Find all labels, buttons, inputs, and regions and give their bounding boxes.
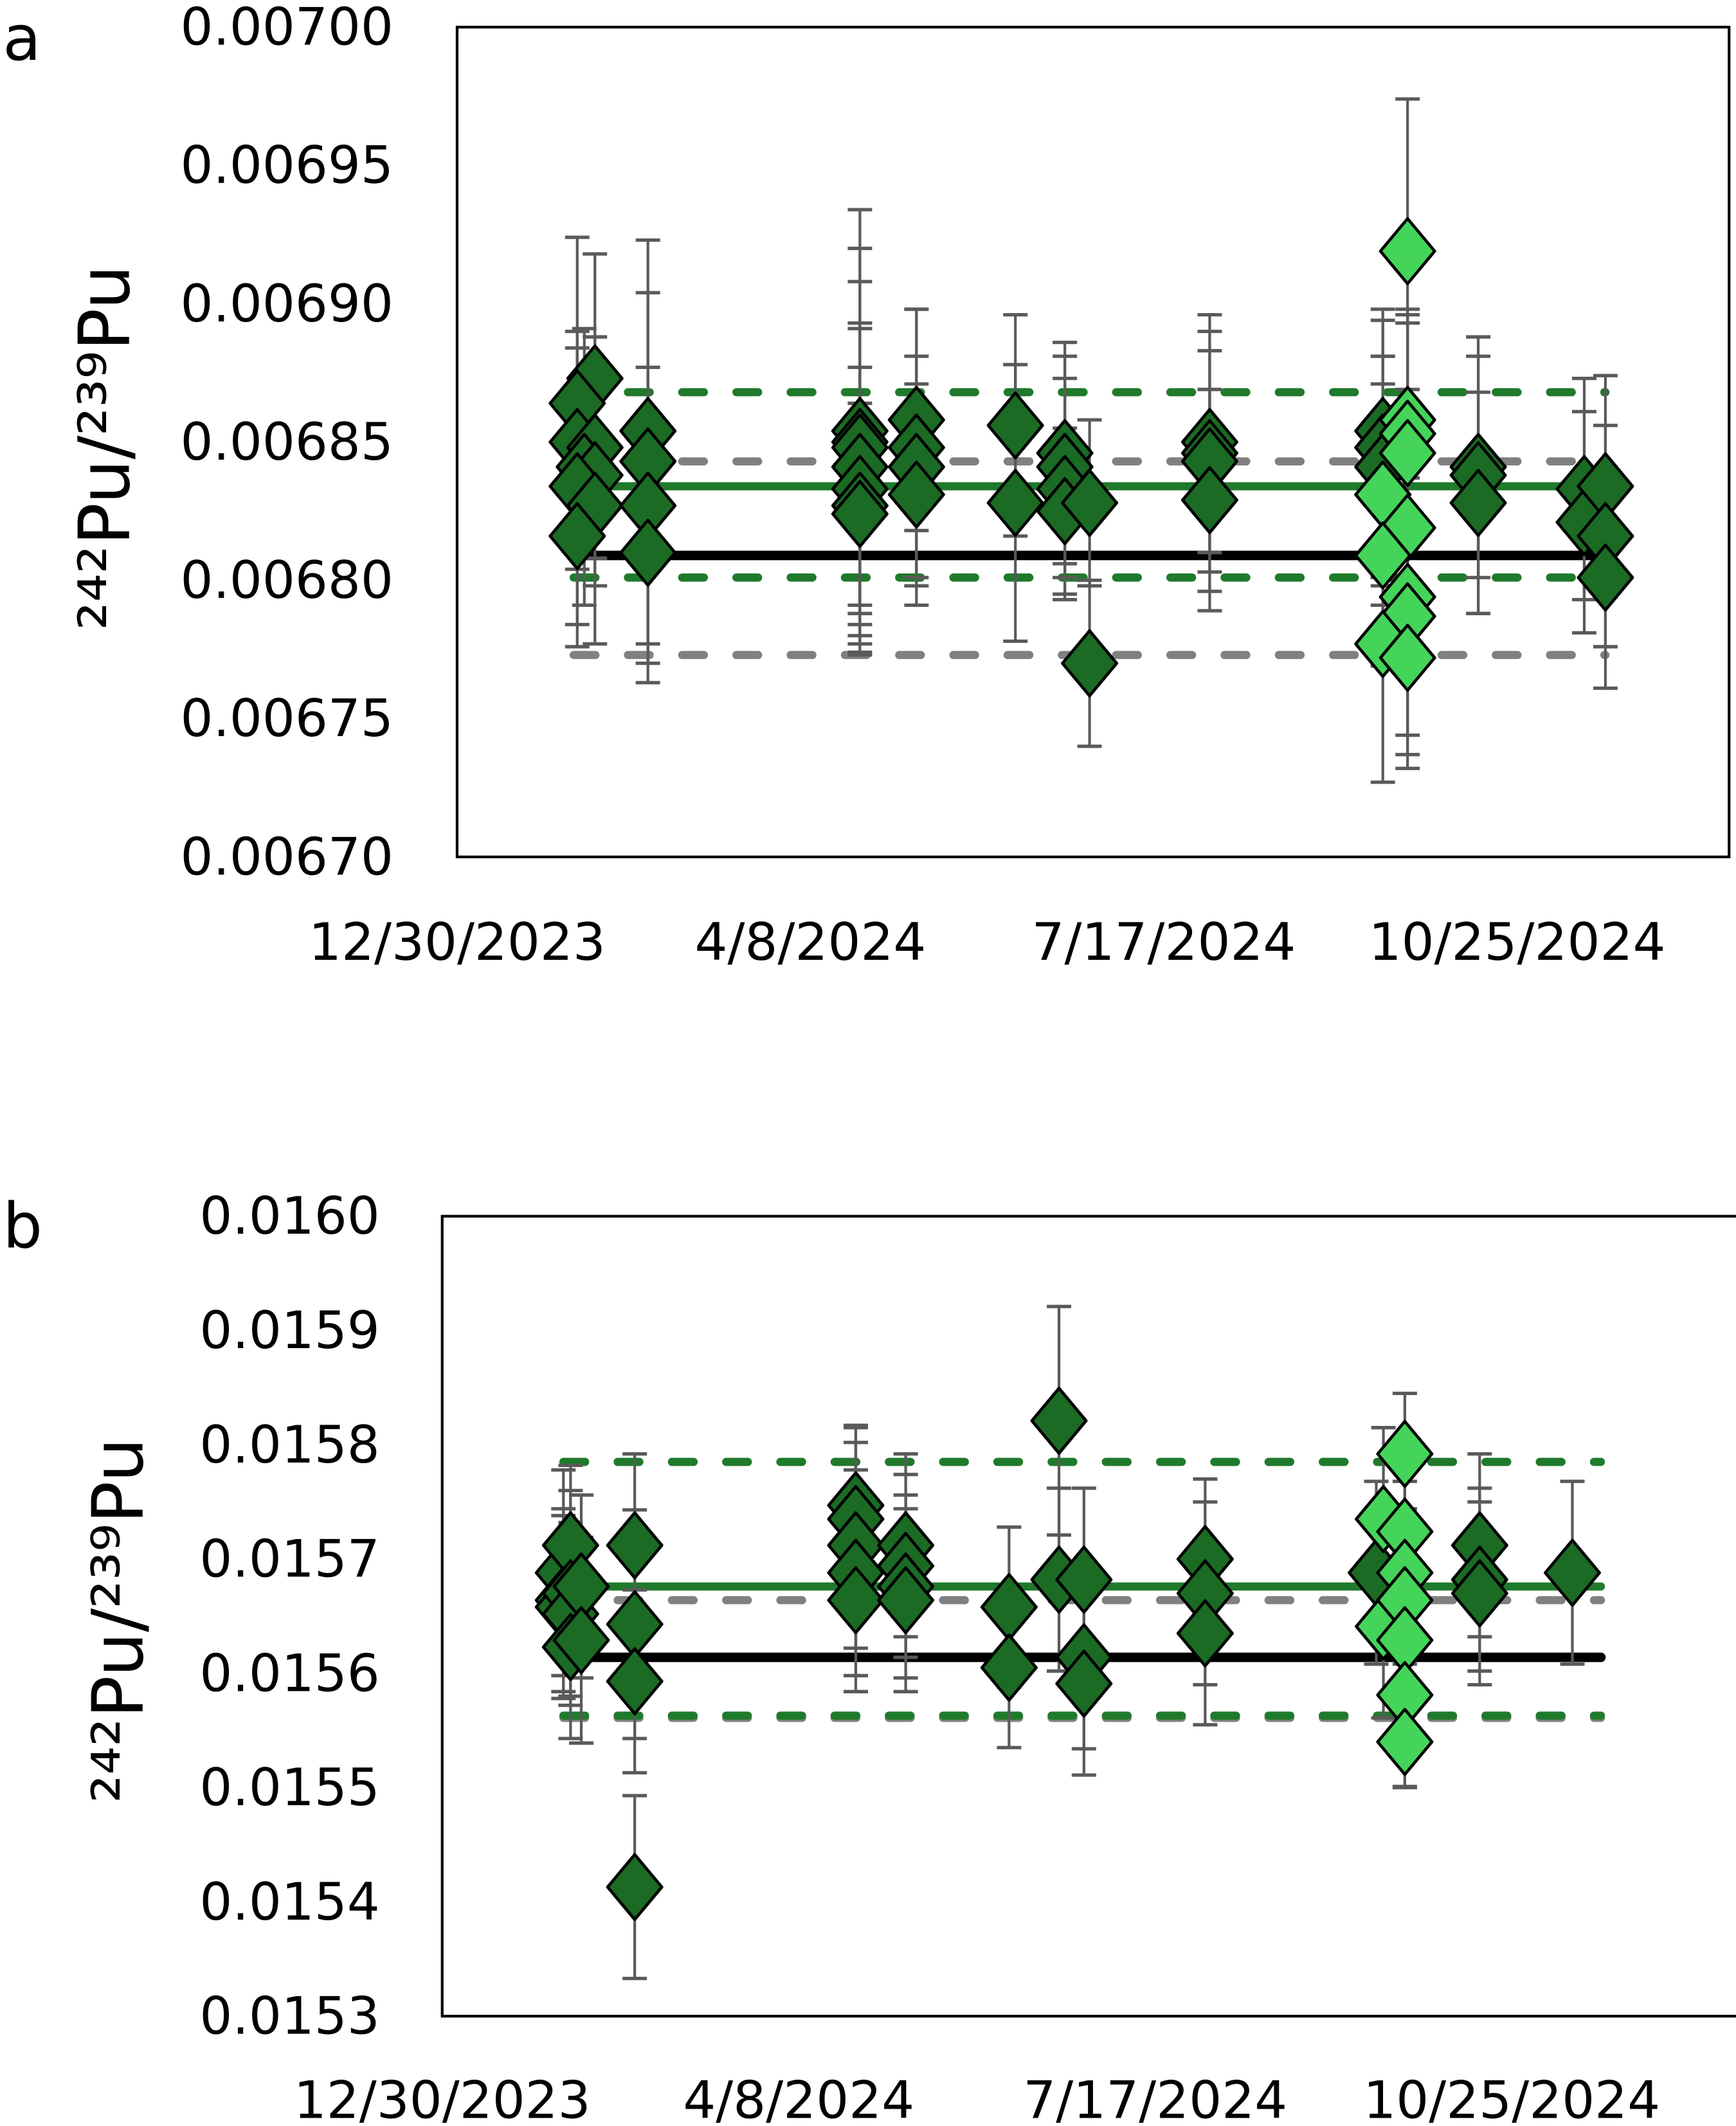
y-axis-title-b: ²⁴²Pu/²³⁹Pu — [77, 1437, 159, 1803]
chart-panel-b: b ²⁴²Pu/²³⁹Pu 0.01530.01540.01550.01560.… — [3, 1186, 1736, 2126]
y-tick-label: 0.0156 — [199, 1643, 379, 1703]
y-tick-label: 0.00690 — [180, 274, 393, 334]
light-diamond-data-point — [1379, 624, 1436, 692]
dark-diamond-data-point — [1061, 469, 1119, 537]
y-tick-label: 0.00700 — [180, 0, 393, 57]
plot-area-b — [440, 1214, 1736, 2018]
x-tick-label: 12/30/2023 — [309, 912, 606, 972]
light-diamond-data-point — [1376, 1707, 1434, 1776]
y-tick-label: 0.00685 — [180, 412, 393, 472]
y-tick-label: 0.0155 — [199, 1758, 379, 1817]
y-axis-title-a: ²⁴²Pu/²³⁹Pu — [64, 265, 146, 630]
dark-diamond-data-point — [1180, 465, 1238, 534]
chart-panel-a: a ²⁴²Pu/²³⁹Pu 0.006700.006750.006800.006… — [3, 0, 1731, 972]
light-diamond-data-point — [1379, 217, 1436, 285]
x-tick-label: 12/30/2023 — [294, 2070, 591, 2126]
plot-marks-a: 0.00670 0.00675 0.00680 0.00685 0.00690 0.006… — [180, 0, 1665, 972]
dark-diamond-data-point — [1544, 1538, 1602, 1607]
dark-diamond-data-point — [1451, 1559, 1508, 1628]
y-tick-label: 0.0153 — [199, 1986, 379, 2046]
panel-label-a: a — [3, 2, 41, 75]
dark-diamond-data-point — [831, 480, 889, 548]
y-tick-label: 0.0159 — [199, 1301, 379, 1360]
dark-diamond-data-point — [1449, 469, 1507, 537]
dark-diamond-data-point — [548, 501, 606, 570]
dark-diamond-data-point — [606, 1511, 664, 1580]
x-tick-label: 4/8/2024 — [695, 912, 927, 972]
light-diamond-data-point — [1354, 521, 1412, 590]
dark-diamond-data-point — [827, 1566, 885, 1635]
dark-diamond-data-point — [606, 1647, 664, 1716]
dark-diamond-data-point — [1176, 1599, 1234, 1668]
x-tick-label: 7/17/2024 — [1032, 912, 1296, 972]
x-tick-label: 10/25/2024 — [1363, 2070, 1660, 2126]
y-tick-label: 0.0158 — [199, 1415, 379, 1475]
y-tick-label: 0.0154 — [199, 1872, 379, 1932]
dark-diamond-data-point — [619, 518, 677, 587]
dark-diamond-data-point — [980, 1634, 1038, 1702]
plot-marks-b: 0.0153 0.0154 0.0155 0.0156 0.0157 0.0158 0.01… — [199, 1186, 1660, 2126]
x-tick-label: 7/17/2024 — [1023, 2070, 1287, 2126]
panel-label-b: b — [3, 1189, 42, 1262]
plot-area-a — [455, 26, 1731, 859]
y-tick-label: 0.00680 — [180, 550, 393, 610]
dark-diamond-data-point — [887, 460, 945, 529]
y-tick-label: 0.00695 — [180, 136, 393, 195]
dark-diamond-data-point — [1055, 1545, 1113, 1614]
y-tick-label: 0.0160 — [199, 1186, 379, 1246]
y-tick-label: 0.00670 — [180, 827, 393, 887]
x-tick-label: 10/25/2024 — [1369, 912, 1666, 972]
light-diamond-data-point — [1376, 1419, 1434, 1488]
dark-diamond-data-point — [877, 1566, 935, 1635]
dark-diamond-data-point — [1055, 1649, 1113, 1718]
dark-diamond-data-point — [606, 1853, 664, 1922]
dark-diamond-data-point — [552, 1606, 610, 1675]
dark-diamond-data-point — [1030, 1387, 1088, 1455]
dark-diamond-data-point — [1577, 543, 1634, 612]
y-tick-label: 0.00675 — [180, 689, 393, 748]
dark-diamond-data-point — [986, 469, 1044, 537]
dark-diamond-data-point — [1061, 629, 1119, 698]
dark-diamond-data-point — [986, 391, 1044, 460]
x-tick-label: 4/8/2024 — [683, 2070, 914, 2126]
y-tick-label: 0.0157 — [199, 1529, 379, 1589]
light-diamond-data-point — [1379, 419, 1436, 487]
